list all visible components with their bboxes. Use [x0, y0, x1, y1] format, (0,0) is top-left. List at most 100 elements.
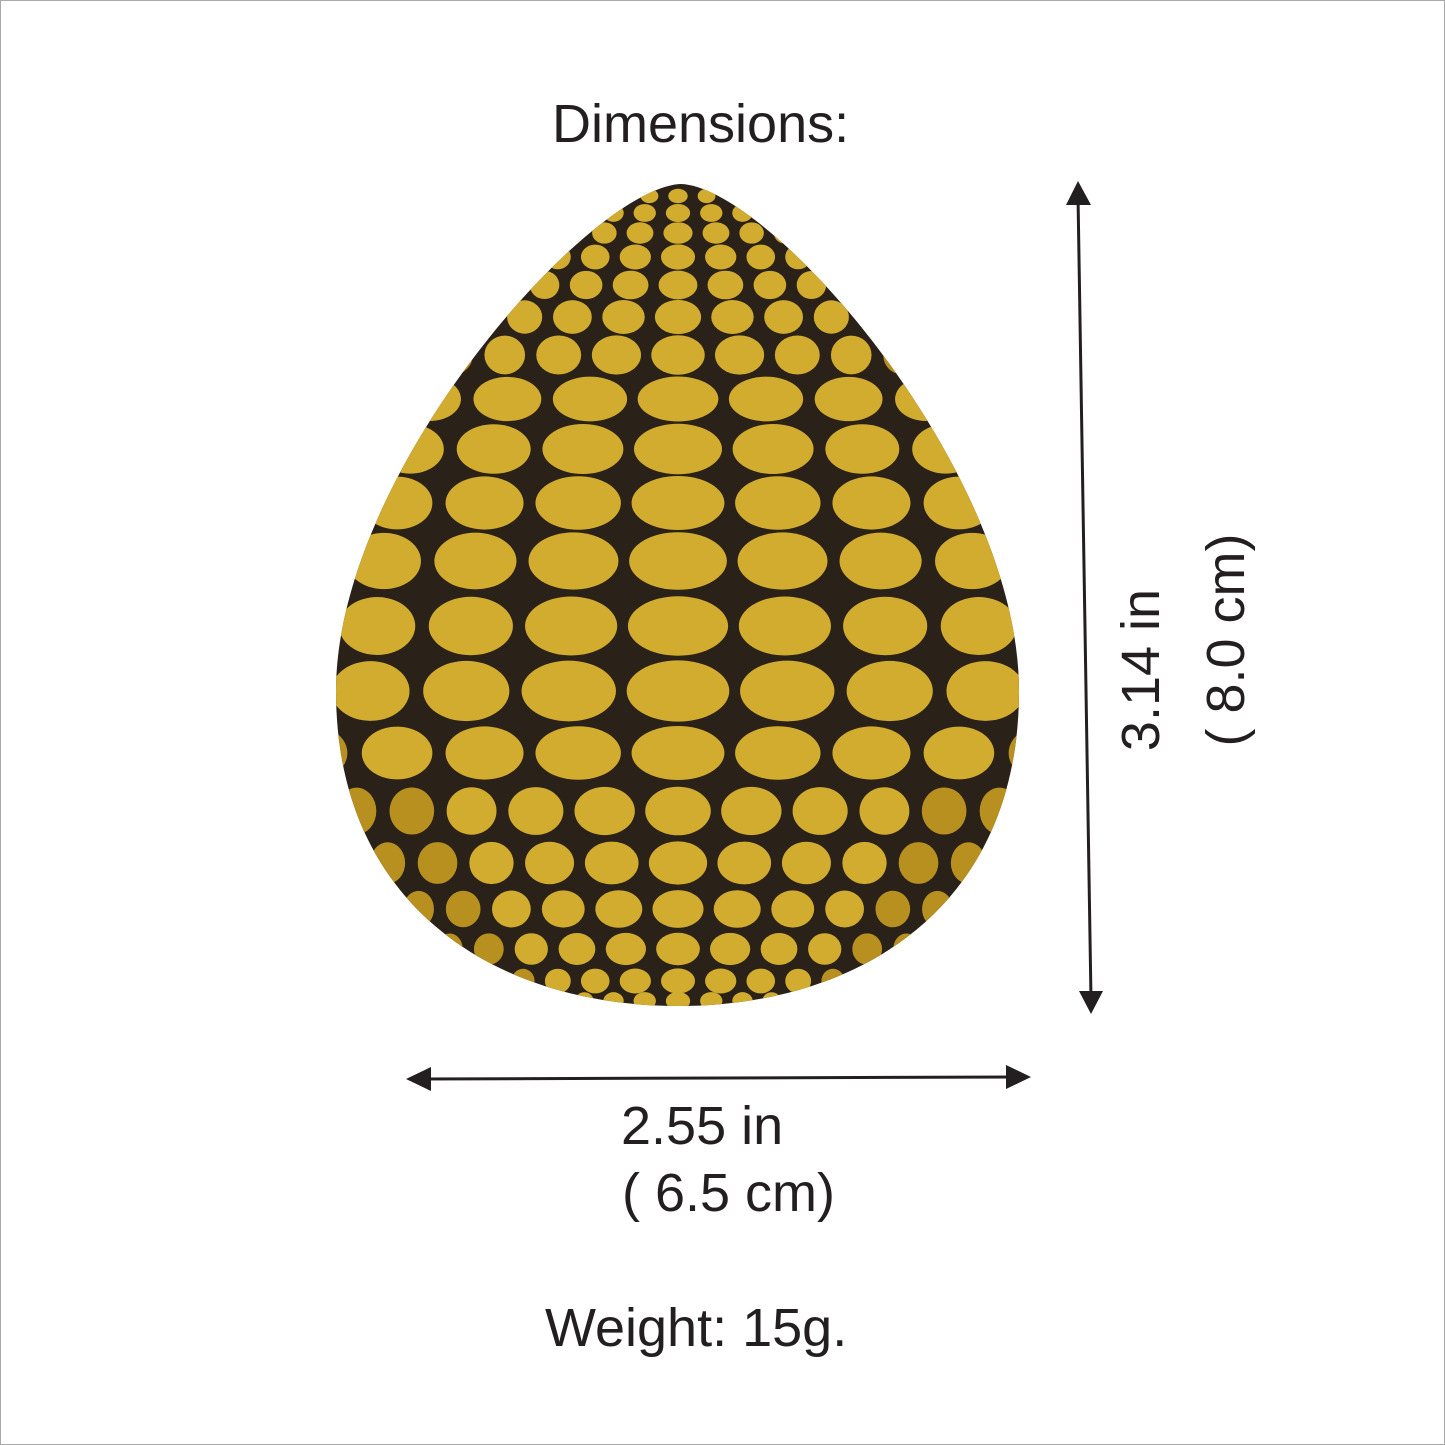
gold-dot: [1, 727, 25, 778]
gold-dot: [584, 841, 639, 885]
gold-dot: [969, 377, 1019, 421]
gold-dot: [58, 534, 107, 589]
gold-dot: [264, 891, 290, 927]
gold-dot: [536, 335, 582, 375]
gold-dot: [665, 204, 691, 222]
gold-dot: [279, 336, 306, 374]
gold-dot: [165, 788, 198, 834]
title: Dimensions:: [552, 94, 850, 154]
gold-dot: [347, 271, 367, 299]
gold-dot: [530, 222, 551, 244]
gold-dot: [1087, 477, 1143, 529]
gold-dot: [427, 271, 448, 299]
gold-dot: [1015, 336, 1019, 374]
gold-dot: [502, 992, 516, 1006]
gold-dot: [648, 841, 708, 885]
gold-dot: [408, 992, 421, 1006]
gold-dot: [382, 222, 397, 244]
gold-dot: [626, 222, 654, 244]
gold-dot: [1040, 661, 1110, 720]
gold-dot: [401, 969, 419, 993]
gold-dot: [185, 842, 214, 883]
gold-dot: [912, 992, 925, 1006]
gold-dot: [629, 532, 727, 590]
gold-dot: [336, 424, 363, 474]
gold-dot: [380, 969, 398, 993]
gold-dot: [580, 244, 610, 270]
gold-dot: [866, 189, 877, 203]
gold-dot: [1158, 788, 1191, 834]
gold-dot: [895, 377, 957, 421]
gold-dot: [852, 933, 883, 965]
gold-dot: [908, 222, 924, 244]
gold-dot: [1, 662, 19, 720]
gold-dot: [569, 270, 603, 300]
gold-dot: [796, 270, 827, 300]
gold-dot: [1041, 842, 1070, 883]
gold-dot: [369, 933, 392, 965]
gold-dot: [502, 204, 516, 222]
gold-dot: [413, 222, 429, 244]
gold-dot: [361, 969, 379, 993]
gold-dot: [1008, 726, 1019, 780]
gold-dot: [1252, 425, 1296, 473]
gold-dot: [702, 222, 730, 244]
gold-dot: [1092, 891, 1118, 927]
gold-dot: [110, 598, 162, 655]
gold-dot: [148, 477, 196, 528]
gold-dot: [808, 933, 842, 965]
gold-dot: [1408, 534, 1444, 589]
gold-dot: [447, 189, 457, 203]
gold-dot: [1242, 788, 1275, 834]
gold-dot: [254, 934, 276, 965]
gold-dot: [308, 271, 327, 298]
gold-dot: [297, 301, 320, 333]
gold-dot: [924, 992, 937, 1006]
gold-dot: [717, 841, 772, 885]
gold-dot: [1080, 788, 1113, 834]
gold-dot: [114, 425, 158, 473]
height-metric: ( 8.0 cm): [1196, 533, 1256, 747]
gold-dot: [619, 244, 651, 270]
gold-dot: [169, 662, 231, 721]
gold-dot: [1413, 727, 1444, 778]
gold-dot: [821, 244, 845, 270]
gold-dot: [654, 299, 702, 335]
gold-dot: [156, 378, 196, 421]
gold-dot: [484, 335, 526, 375]
gold-dot: [785, 968, 812, 994]
gold-dot: [651, 335, 705, 375]
gold-dot: [464, 300, 496, 334]
gold-dot: [473, 376, 542, 422]
gold-dot: [893, 933, 920, 965]
gold-dot: [1, 378, 29, 421]
gold-dot: [463, 204, 476, 222]
gold-dot: [396, 222, 412, 244]
gold-dot: [1337, 662, 1388, 720]
gold-dot: [832, 726, 911, 780]
gold-dot: [29, 727, 75, 778]
gold-dot: [1044, 271, 1063, 298]
gold-dot: [860, 300, 892, 334]
gold-dot: [456, 424, 531, 474]
gold-dot: [361, 245, 379, 269]
gold-dot: [595, 890, 643, 928]
gold-dot: [1112, 842, 1141, 883]
gold-dot: [197, 336, 224, 374]
width-metric: ( 6.5 cm): [622, 1163, 836, 1223]
gold-dot: [816, 992, 832, 1006]
gold-dot: [376, 424, 444, 474]
gold-dot: [612, 270, 649, 300]
gold-dot: [732, 204, 753, 222]
gold-dot: [971, 222, 987, 244]
gold-dot: [389, 787, 435, 835]
gold-dot: [1280, 727, 1326, 778]
gold-dot: [814, 376, 883, 422]
gold-dot: [958, 969, 976, 993]
gold-dot: [469, 841, 514, 885]
gold-dot: [514, 933, 548, 965]
gold-dot: [364, 891, 392, 927]
gold-dot: [728, 376, 804, 422]
gold-dot: [408, 204, 421, 222]
gold-dot: [507, 300, 543, 334]
